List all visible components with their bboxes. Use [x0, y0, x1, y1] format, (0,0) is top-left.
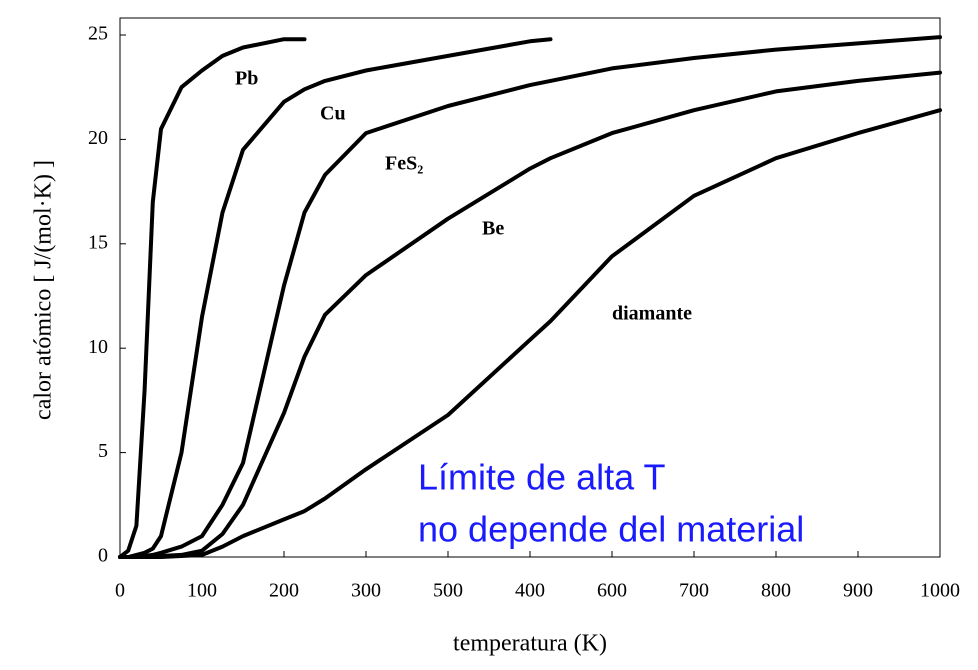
- series-label: Be: [482, 218, 504, 240]
- x-tick-label: 800: [761, 580, 791, 602]
- series-label: Cu: [320, 103, 346, 125]
- series-label: FeS₂: [385, 153, 423, 175]
- y-tick-label: 10: [88, 336, 108, 358]
- x-tick-label: 900: [843, 580, 873, 602]
- line-series: [118, 37, 553, 559]
- y-tick-label: 15: [88, 231, 108, 253]
- annotation: Límite de alta T: [418, 457, 665, 498]
- y-axis-label: calor atómico [ J/(mol·K) ]: [31, 160, 57, 420]
- x-tick-label: 400: [515, 580, 545, 602]
- annotation: no depende del material: [418, 509, 804, 550]
- x-axis-label: temperatura (K): [453, 631, 607, 657]
- series-label: Pb: [235, 68, 258, 90]
- x-tick-label: 1000: [920, 580, 960, 602]
- line-series: [118, 108, 942, 559]
- x-tick-label: 300: [351, 580, 381, 602]
- y-tick-label: 25: [88, 23, 108, 45]
- x-tick-label: 0: [115, 580, 125, 602]
- y-tick-label: 20: [88, 127, 108, 149]
- x-tick-label: 600: [597, 580, 627, 602]
- series-label: diamante: [612, 303, 692, 325]
- y-tick-label: 5: [98, 440, 108, 462]
- y-tick-label: 0: [98, 545, 108, 567]
- x-tick-label: 500: [433, 580, 463, 602]
- x-tick-label: 700: [679, 580, 709, 602]
- x-tick-label: 100: [187, 580, 217, 602]
- line-series: [118, 37, 307, 559]
- x-tick-label: 200: [269, 580, 299, 602]
